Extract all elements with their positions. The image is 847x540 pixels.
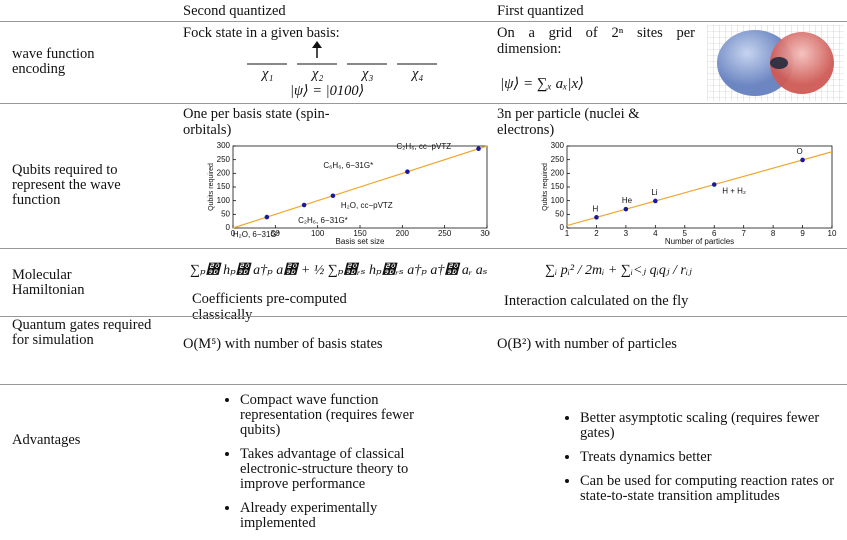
orbital-label: χ₃ <box>362 66 373 82</box>
cell-text: O(B²) with number of particles <box>497 336 677 352</box>
rule <box>0 248 847 249</box>
y-tick-label: 100 <box>217 196 231 205</box>
data-point <box>331 193 336 198</box>
x-tick-label: 9 <box>800 229 805 238</box>
data-point <box>302 203 307 208</box>
fit-line <box>567 152 832 226</box>
y-tick-label: 250 <box>217 155 231 164</box>
bullet-item: Can be used for computing reaction rates… <box>580 474 847 504</box>
plot-frame <box>567 146 832 228</box>
cell-text: Interaction calculated on the fly <box>504 293 688 309</box>
y-axis-label: Qubits required <box>542 163 549 211</box>
x-tick-label: 250 <box>438 229 452 238</box>
y-tick-label: 250 <box>551 155 565 164</box>
y-tick-label: 300 <box>217 141 231 150</box>
fit-line <box>233 146 487 228</box>
formula: ∑ₚ₝ hₚ₝ a†ₚ a₝ + ½ ∑ₚ₝ᵣₛ hₚ₝ᵣₛ a†ₚ a†₝ a… <box>190 263 488 279</box>
orbital-label: χ₁ <box>262 66 273 82</box>
data-point <box>476 146 481 151</box>
point-label: H₂O, cc−pVTZ <box>341 201 393 210</box>
x-tick-label: 300 <box>480 229 490 238</box>
bullet-item: Compact wave function representation (re… <box>240 393 440 438</box>
cell-text: O(M⁵) with number of basis states <box>183 336 483 352</box>
point-label: He <box>622 196 633 205</box>
y-tick-label: 50 <box>555 209 564 218</box>
orbital-label: χ₂ <box>312 66 323 82</box>
rule <box>0 21 847 22</box>
data-point <box>405 169 410 174</box>
orbital-image <box>707 25 844 101</box>
point-label: Li <box>651 188 657 197</box>
x-tick-label: 10 <box>828 229 837 238</box>
spin-arrow-head <box>312 41 322 48</box>
bullet-item: Better asymptotic scaling (requires fewe… <box>580 411 847 441</box>
orbital-label: χ₄ <box>412 66 423 82</box>
cell-text: One per basis state (spin-orbitals) <box>183 106 343 138</box>
y-tick-label: 200 <box>217 168 231 177</box>
x-tick-label: 8 <box>771 229 776 238</box>
column-header: First quantized <box>497 3 584 19</box>
point-label: H + H₂ <box>722 187 746 196</box>
x-tick-label: 100 <box>311 229 325 238</box>
point-label: H₂O, 6−31G* <box>233 230 280 239</box>
y-tick-label: 150 <box>217 182 231 191</box>
data-point <box>712 182 717 187</box>
column-header: Second quantized <box>183 3 286 19</box>
cell-text: On a grid of 2ⁿ sites per dimension: <box>497 25 695 57</box>
bullet-list: Better asymptotic scaling (requires fewe… <box>558 411 847 513</box>
point-label: H <box>592 204 598 213</box>
bullet-item: Takes advantage of classical electronic-… <box>240 447 440 492</box>
x-tick-label: 2 <box>594 229 599 238</box>
rule <box>0 103 847 104</box>
cell-text: Fock state in a given basis: <box>183 25 340 41</box>
row-label: Molecular Hamiltonian <box>12 268 122 298</box>
cell-text: Coefficients pre-computed classically <box>192 291 402 323</box>
data-point <box>594 215 599 220</box>
formula: ∑ᵢ pᵢ² / 2mᵢ + ∑ᵢ<ⱼ qᵢqⱼ / rᵢⱼ <box>545 263 692 279</box>
bullet-item: Treats dynamics better <box>580 450 847 465</box>
point-label: O <box>797 147 803 156</box>
x-tick-label: 4 <box>653 229 658 238</box>
state: |ψ⟩ = |0100⟩ <box>290 83 364 99</box>
x-tick-label: 3 <box>624 229 629 238</box>
x-tick-label: 1 <box>565 229 570 238</box>
state: |ψ⟩ = ∑ₓ aₓ|x⟩ <box>500 76 584 92</box>
comparison-table: Second quantized First quantized wave fu… <box>0 0 847 518</box>
node <box>770 57 788 69</box>
data-point <box>653 199 658 204</box>
chart: 050100150200250300050100150200250300Basi… <box>195 140 490 248</box>
x-tick-label: 7 <box>741 229 746 238</box>
point-label: C₆H₆, 6−31G* <box>323 161 373 170</box>
point-label: C₂H₆, 6−31G* <box>298 216 348 225</box>
data-point <box>265 215 270 220</box>
x-tick-label: 200 <box>396 229 410 238</box>
data-point <box>800 158 805 163</box>
point-label: C₂H₆, cc−pVTZ <box>397 142 452 151</box>
row-label: wave function encoding <box>12 47 112 77</box>
data-point <box>624 207 629 212</box>
cell-text: 3n per particle (nuclei & electrons) <box>497 106 697 138</box>
bullet-item: Already experimentally implemented <box>240 501 440 531</box>
y-tick-label: 50 <box>221 209 230 218</box>
y-tick-label: 100 <box>551 196 565 205</box>
row-label: Advantages <box>12 433 152 448</box>
y-axis-label: Qubits required <box>208 163 215 211</box>
y-tick-label: 300 <box>551 141 565 150</box>
row-label: Quantum gates required for simulation <box>12 318 152 348</box>
y-tick-label: 200 <box>551 168 565 177</box>
y-tick-label: 150 <box>551 182 565 191</box>
rule <box>0 384 847 385</box>
x-axis-label: Basis set size <box>336 237 385 246</box>
x-axis-label: Number of particles <box>665 237 734 246</box>
row-label: Qubits required to represent the wave fu… <box>12 163 132 208</box>
